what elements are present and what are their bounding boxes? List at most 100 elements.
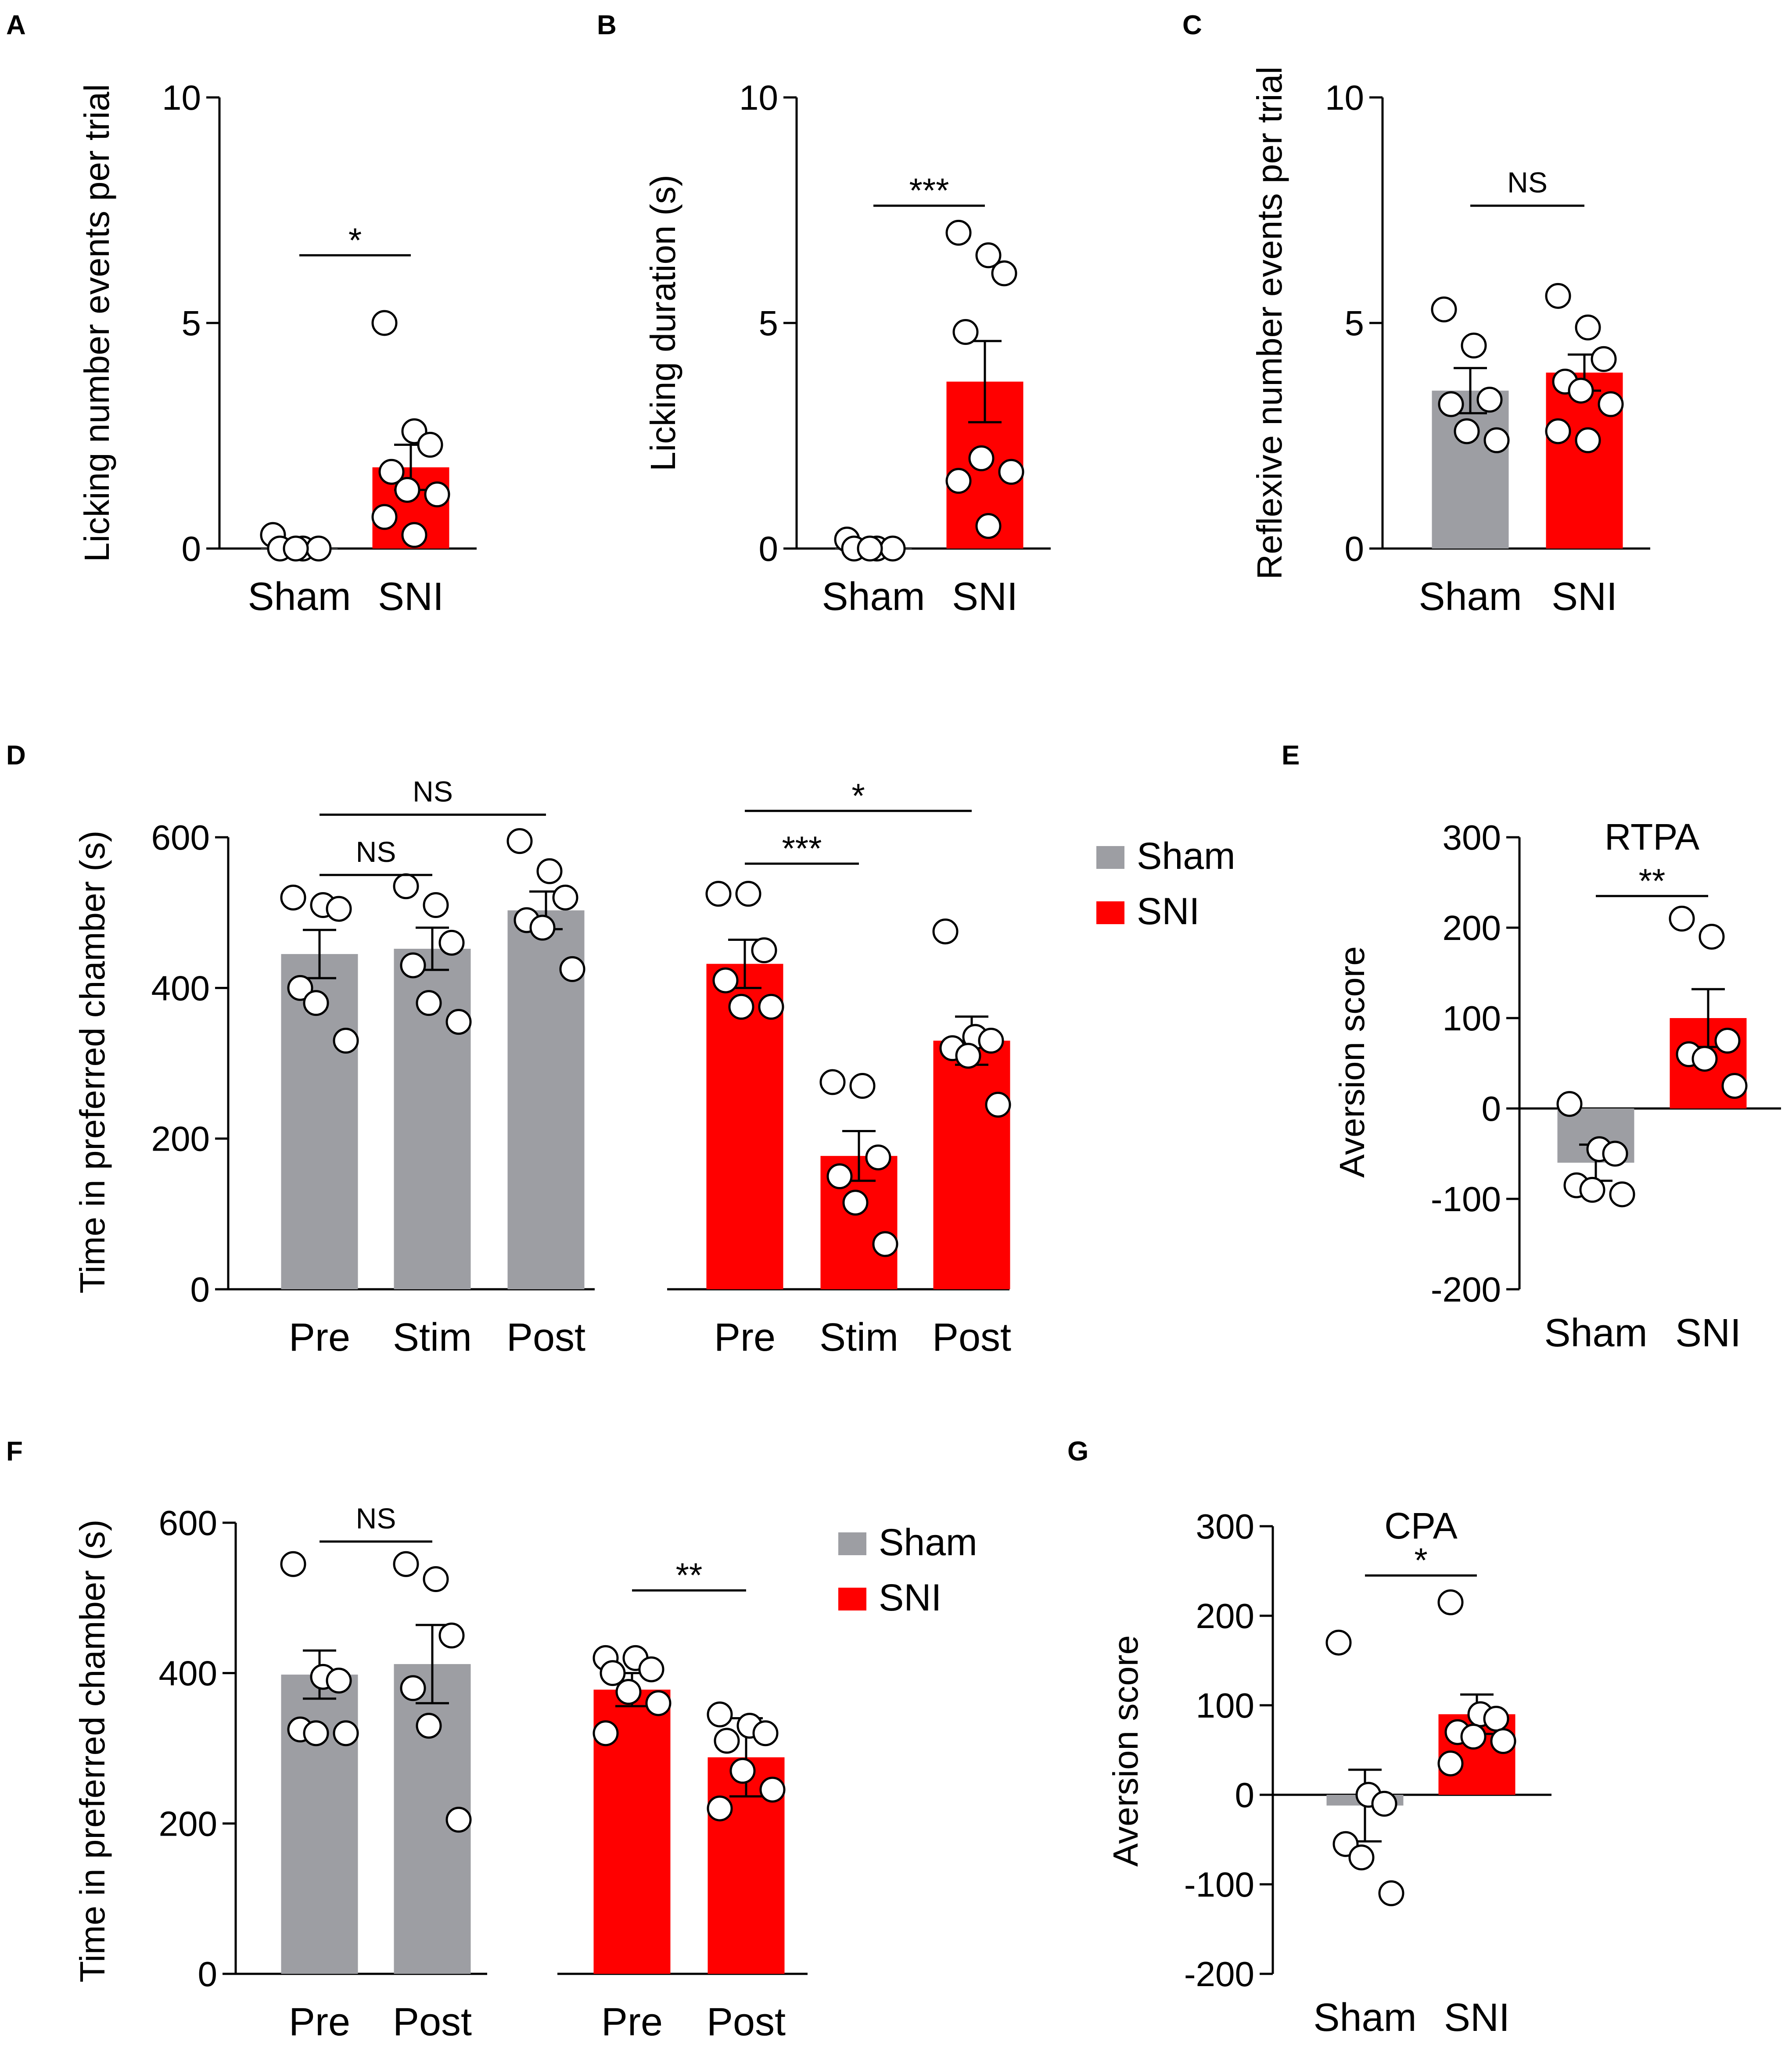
- y-tick-label: 0: [1235, 1775, 1255, 1815]
- y-axis-label: Time in preferred chamber (s): [73, 830, 112, 1293]
- x-category-label: Stim: [819, 1316, 898, 1359]
- y-axis-label: Reflexive number events per trial: [1250, 66, 1289, 579]
- data-point: [1609, 1181, 1635, 1208]
- x-category-label: Pre: [289, 2000, 350, 2044]
- legend: Sham SNI: [838, 1521, 977, 1619]
- x-category-label: SNI: [1444, 1996, 1510, 2040]
- data-point: [826, 1163, 853, 1189]
- data-point: [1348, 1844, 1375, 1871]
- data-point: [842, 1190, 869, 1216]
- data-point: [991, 260, 1017, 287]
- data-point: [394, 477, 420, 503]
- y-tick-label: -100: [1184, 1865, 1254, 1904]
- data-point: [1438, 391, 1464, 417]
- legend-swatch-sni: [838, 1588, 866, 1610]
- data-point: [417, 432, 443, 458]
- y-tick-label: 200: [151, 1119, 210, 1159]
- y-axis-label: Licking duration (s): [643, 175, 682, 471]
- data-point: [401, 522, 427, 548]
- data-point: [1325, 1629, 1352, 1656]
- legend-swatch-sni: [1096, 901, 1124, 924]
- y-axis-label: Time in preferred chamber (s): [73, 1519, 112, 1982]
- data-point: [1476, 387, 1503, 413]
- data-point: [1575, 427, 1601, 453]
- data-point: [1437, 1750, 1464, 1777]
- panel-label: E: [1282, 740, 1300, 771]
- panel-label: D: [6, 740, 26, 771]
- data-point: [1714, 1028, 1741, 1054]
- data-point: [303, 990, 329, 1016]
- data-point: [1545, 418, 1571, 445]
- data-point: [287, 975, 313, 1001]
- data-point: [393, 873, 419, 900]
- chart-title: RTPA: [1605, 816, 1699, 857]
- x-category-label: Pre: [289, 1316, 350, 1359]
- data-point: [371, 504, 398, 530]
- x-category-label: SNI: [952, 575, 1018, 619]
- y-tick-label: 300: [1443, 818, 1501, 857]
- data-point: [615, 1679, 642, 1705]
- data-point: [326, 896, 352, 922]
- data-point: [529, 915, 556, 941]
- legend-swatch-sham: [1096, 846, 1124, 869]
- y-tick-label: 200: [1196, 1596, 1254, 1636]
- significance-label: NS: [413, 775, 453, 808]
- x-category-label: Post: [506, 1316, 585, 1359]
- x-category-label: Post: [707, 2000, 786, 2044]
- data-point: [729, 1757, 756, 1784]
- data-point: [1691, 1046, 1718, 1072]
- data-point: [978, 1028, 1004, 1054]
- panel-label: B: [597, 10, 617, 40]
- data-point: [438, 1622, 465, 1649]
- x-category-label: Sham: [1544, 1311, 1647, 1355]
- data-point: [998, 459, 1024, 485]
- data-point: [445, 1807, 472, 1833]
- panel-label: A: [6, 10, 26, 40]
- data-point: [1669, 905, 1695, 932]
- y-tick-label: 5: [1345, 304, 1365, 343]
- y-tick-label: -200: [1431, 1270, 1501, 1309]
- data-point: [333, 1720, 359, 1747]
- data-point: [506, 828, 533, 854]
- data-point: [393, 1551, 419, 1577]
- data-point: [378, 459, 405, 485]
- data-point: [536, 858, 563, 884]
- chart-panel-g: G CPA -200 -100 0 100 200 300 Aversion score Sham…: [1067, 1436, 1551, 2040]
- y-axis-label: Aversion score: [1106, 1635, 1145, 1867]
- y-tick-label: 0: [1345, 529, 1365, 568]
- data-point: [280, 1551, 306, 1577]
- data-point: [945, 468, 972, 494]
- data-point: [559, 956, 585, 982]
- data-point: [1371, 1790, 1397, 1817]
- data-point: [552, 884, 578, 911]
- data-point: [955, 1043, 981, 1069]
- y-tick-label: 0: [190, 1270, 210, 1309]
- data-point: [975, 513, 1002, 539]
- y-tick-label: 0: [1482, 1089, 1501, 1128]
- y-tick-label: 100: [1443, 999, 1501, 1038]
- x-category-label: Pre: [601, 2000, 663, 2044]
- x-category-label: Sham: [1419, 575, 1522, 619]
- x-category-label: SNI: [378, 575, 444, 619]
- data-point: [1483, 1706, 1509, 1732]
- data-point: [326, 1668, 352, 1694]
- data-point: [645, 1690, 672, 1716]
- panel-label: F: [6, 1436, 23, 1467]
- legend-swatch-sham: [838, 1532, 866, 1555]
- data-point: [1461, 332, 1487, 359]
- y-tick-label: 10: [1325, 78, 1364, 117]
- data-point: [728, 994, 754, 1020]
- data-point: [1437, 1589, 1464, 1615]
- x-category-label: Stim: [393, 1316, 472, 1359]
- data-point: [1431, 296, 1457, 323]
- data-point: [945, 219, 972, 246]
- data-point: [423, 892, 449, 918]
- data-point: [705, 881, 732, 907]
- data-point: [857, 535, 883, 562]
- data-point: [1699, 924, 1725, 950]
- data-point: [438, 929, 465, 956]
- data-point: [1721, 1073, 1748, 1099]
- data-point: [707, 1795, 733, 1822]
- data-point: [1483, 427, 1510, 453]
- data-point: [400, 1675, 426, 1701]
